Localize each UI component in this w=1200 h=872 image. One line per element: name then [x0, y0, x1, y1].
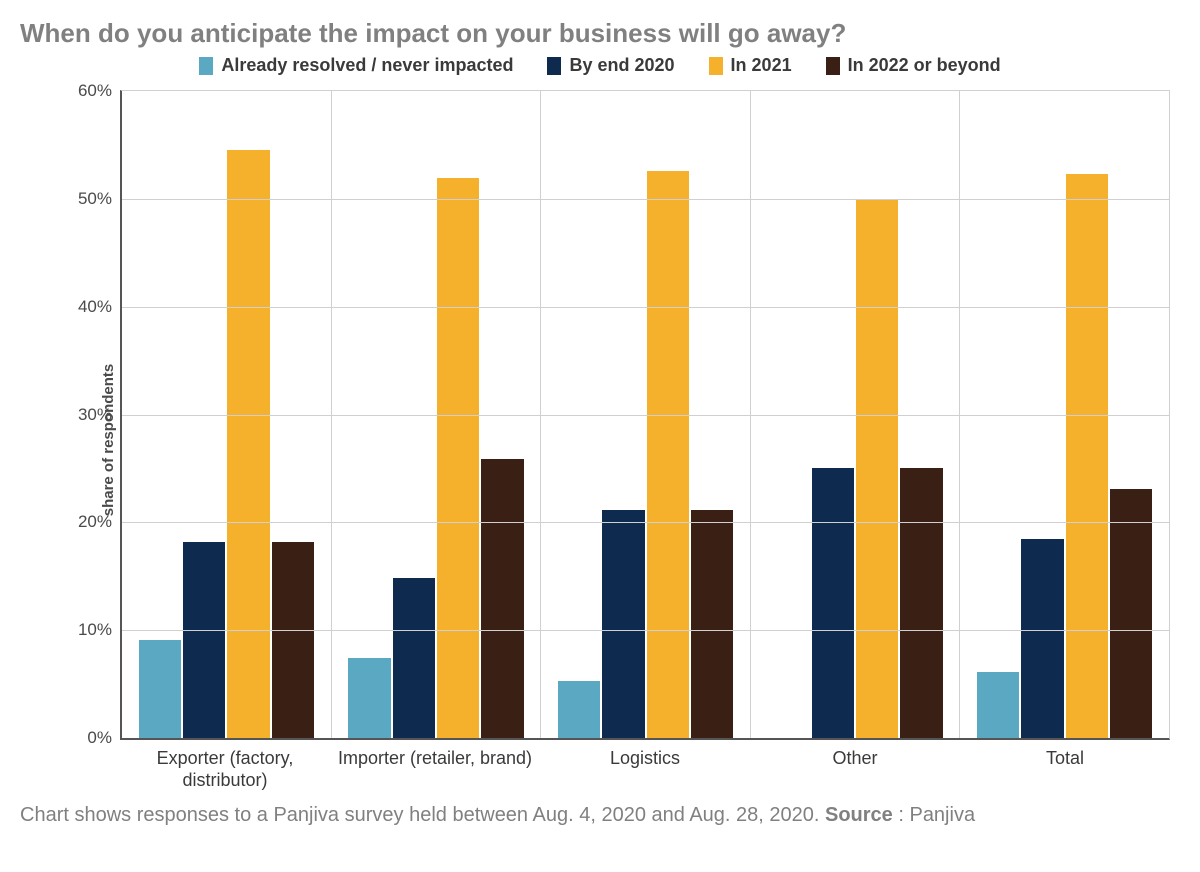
legend-item: In 2022 or beyond: [826, 55, 1001, 76]
bar: [1021, 539, 1063, 738]
legend-item: By end 2020: [547, 55, 674, 76]
bar: [393, 578, 435, 738]
bar: [139, 640, 181, 738]
x-axis-labels: Exporter (factory, distributor)Importer …: [120, 742, 1170, 800]
legend-item: In 2021: [709, 55, 792, 76]
bar: [227, 150, 269, 738]
y-tick-label: 40%: [78, 297, 122, 317]
x-axis-label: Importer (retailer, brand): [330, 742, 540, 800]
legend-item: Already resolved / never impacted: [199, 55, 513, 76]
legend-label: In 2021: [731, 55, 792, 76]
bar: [183, 542, 225, 738]
chart-zone: share of respondents 0%10%20%30%40%50%60…: [50, 80, 1180, 800]
bar: [481, 459, 523, 738]
bar: [1066, 174, 1108, 738]
x-axis-label: Total: [960, 742, 1170, 800]
gridline: [122, 415, 1169, 416]
gridline: [122, 630, 1169, 631]
x-axis-label: Exporter (factory, distributor): [120, 742, 330, 800]
y-tick-label: 0%: [87, 728, 122, 748]
bar: [602, 510, 644, 738]
legend-swatch: [826, 57, 840, 75]
bar: [856, 199, 898, 738]
gridline: [122, 522, 1169, 523]
plot-container: 0%10%20%30%40%50%60%: [120, 90, 1170, 740]
chart-caption: Chart shows responses to a Panjiva surve…: [20, 804, 1180, 827]
bar: [691, 510, 733, 738]
bar: [900, 468, 942, 738]
bar: [437, 178, 479, 738]
chart-legend: Already resolved / never impacted By end …: [20, 55, 1180, 76]
bar: [558, 681, 600, 738]
y-axis-label: share of respondents: [100, 364, 117, 517]
bar: [1110, 489, 1152, 738]
chart-title: When do you anticipate the impact on you…: [20, 18, 1180, 49]
caption-source-label: Source: [825, 804, 893, 826]
bar: [348, 658, 390, 738]
gridline: [122, 199, 1169, 200]
legend-swatch: [709, 57, 723, 75]
y-tick-label: 30%: [78, 405, 122, 425]
bar: [272, 542, 314, 738]
legend-swatch: [199, 57, 213, 75]
legend-label: By end 2020: [569, 55, 674, 76]
y-tick-label: 50%: [78, 189, 122, 209]
y-tick-label: 10%: [78, 620, 122, 640]
bar: [812, 468, 854, 738]
y-tick-label: 20%: [78, 512, 122, 532]
x-axis-label: Logistics: [540, 742, 750, 800]
legend-label: Already resolved / never impacted: [221, 55, 513, 76]
plot-area: 0%10%20%30%40%50%60%: [120, 90, 1170, 740]
legend-label: In 2022 or beyond: [848, 55, 1001, 76]
x-axis-label: Other: [750, 742, 960, 800]
y-tick-label: 60%: [78, 81, 122, 101]
chart-container: When do you anticipate the impact on you…: [0, 0, 1200, 872]
gridline: [122, 307, 1169, 308]
caption-source-value: : Panjiva: [898, 804, 975, 826]
bar: [977, 672, 1019, 738]
bar: [647, 171, 689, 738]
legend-swatch: [547, 57, 561, 75]
caption-text: Chart shows responses to a Panjiva surve…: [20, 804, 825, 826]
